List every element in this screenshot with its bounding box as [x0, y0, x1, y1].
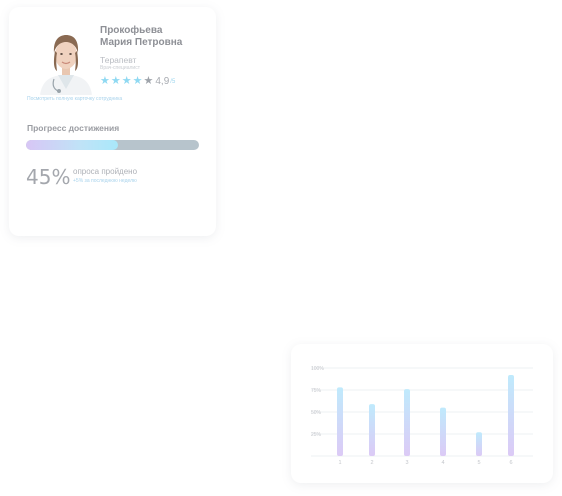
y-tick-label: 25%: [311, 432, 322, 438]
doctor-name: Прокофьева Мария Петровна: [100, 25, 210, 49]
x-tick-label: 5: [477, 460, 480, 466]
bar-chart: 100% 75% 50% 25% 1 2 3 4 5 6: [311, 366, 533, 466]
x-tick-label: 4: [441, 460, 444, 466]
star-icon: ★: [100, 75, 110, 87]
star-icon: ★: [121, 75, 132, 87]
doctor-first-name: Мария Петровна: [100, 37, 183, 48]
star-icon: ★: [143, 75, 154, 87]
y-tick-label: 50%: [311, 410, 322, 416]
progress-bar: [26, 140, 199, 150]
progress-title: Прогресс достижения: [27, 123, 120, 133]
doctor-specialty: Терапевт: [100, 55, 137, 65]
chart-bar[interactable]: [404, 389, 410, 456]
star-icon: ★: [132, 75, 143, 87]
chart-bar[interactable]: [476, 432, 482, 456]
rating-stars: ★ ★ ★ ★ ★: [100, 75, 154, 88]
x-tick-label: 6: [509, 460, 512, 466]
y-tick-label: 75%: [311, 388, 322, 394]
chart-bar[interactable]: [369, 404, 375, 456]
chart-x-ticks: 1 2 3 4 5 6: [338, 460, 512, 466]
x-tick-label: 3: [405, 460, 408, 466]
chart-card: 100% 75% 50% 25% 1 2 3 4 5 6: [291, 344, 553, 483]
chart-grid: 100% 75% 50% 25%: [311, 366, 533, 457]
progress-label: опроса пройдено: [73, 167, 138, 176]
progress-percent: 45%: [26, 165, 71, 189]
y-tick-label: 100%: [311, 366, 324, 372]
x-tick-label: 1: [338, 460, 341, 466]
doctor-rating: ★ ★ ★ ★ ★ 4,9 /5: [100, 75, 175, 88]
chart-bars: [337, 375, 514, 456]
doctor-last-name: Прокофьева: [100, 25, 163, 36]
doctor-avatar[interactable]: [36, 23, 96, 95]
star-icon: ★: [110, 75, 121, 87]
doctor-photo: [36, 23, 96, 95]
doctor-card: Прокофьева Мария Петровна Терапевт Врач-…: [9, 7, 216, 236]
doctor-subtitle: Врач-специалист: [100, 65, 140, 71]
rating-max: /5: [170, 78, 176, 85]
rating-value: 4,9: [155, 76, 170, 87]
chart-bar[interactable]: [440, 407, 446, 456]
full-profile-link[interactable]: Посмотреть полную карточку сотрудника: [27, 96, 123, 102]
chart-bar[interactable]: [337, 387, 343, 456]
x-tick-label: 2: [370, 460, 373, 466]
chart-bar[interactable]: [508, 375, 514, 456]
progress-sublabel: +5% за последнюю неделю: [73, 178, 137, 184]
progress-bar-fill: [26, 140, 118, 150]
